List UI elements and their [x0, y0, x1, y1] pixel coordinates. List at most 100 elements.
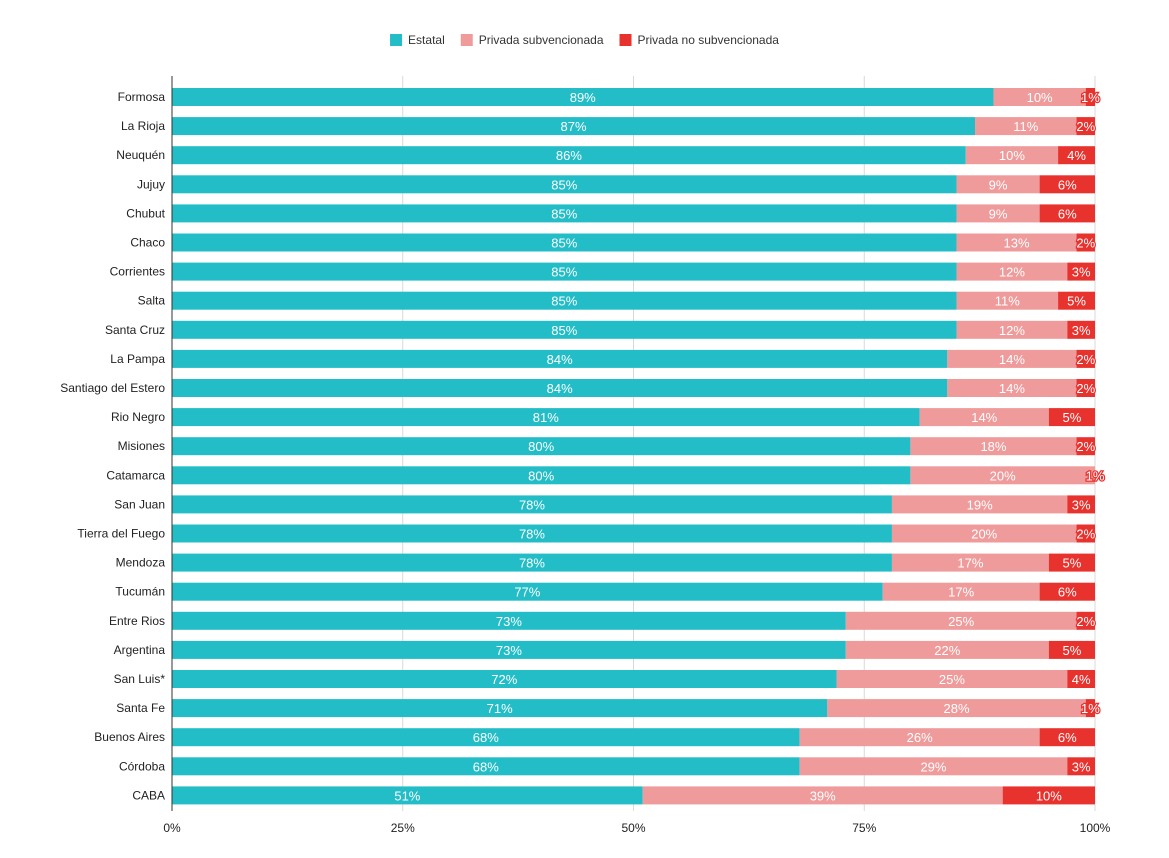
bar-row-salta: 85% 11% 5% — [172, 291, 1095, 310]
bar-segment-privada-no-subvencionada — [1076, 611, 1095, 630]
category-label-rio-negro: Rio Negro — [111, 410, 165, 424]
category-label-corrientes: Corrientes — [110, 265, 165, 279]
data-label-estatal: 68% — [473, 730, 499, 745]
data-label-privada-subvencionada: 22% — [934, 643, 960, 658]
bar-segment-privada-subvencionada — [956, 262, 1068, 281]
bar-row-la-pampa: 84% 14% 2% — [172, 349, 1097, 368]
bar-row-catamarca: 80% 20% 1% — [172, 466, 1106, 485]
bar-segment-estatal — [172, 291, 957, 310]
data-label-estatal: 68% — [473, 759, 499, 774]
data-label-estatal: 78% — [519, 527, 545, 542]
data-label-estatal: 85% — [551, 177, 577, 192]
bar-segment-privada-no-subvencionada — [1076, 437, 1095, 456]
bar-row-buenos-aires: 68% 26% 6% — [172, 728, 1095, 747]
data-label-privada-subvencionada: 29% — [920, 759, 946, 774]
bar-segment-estatal — [172, 495, 892, 514]
data-label-privada-subvencionada: 17% — [948, 585, 974, 600]
bar-row-santa-fe: 71% 28% 1% — [172, 699, 1101, 718]
data-label-privada-subvencionada: 10% — [1027, 90, 1053, 105]
data-label-privada-subvencionada: 39% — [810, 788, 836, 803]
category-label-santa-fe: Santa Fe — [116, 701, 165, 715]
data-label-privada-no-subvencionada: 6% — [1058, 585, 1077, 600]
data-label-estatal: 81% — [533, 410, 559, 425]
bar-segment-privada-subvencionada — [975, 117, 1077, 136]
bar-segment-estatal — [172, 175, 957, 194]
data-label-estatal: 85% — [551, 294, 577, 309]
bar-segment-estatal — [172, 786, 643, 805]
bar-segment-privada-subvencionada — [836, 670, 1068, 688]
data-label-privada-subvencionada: 17% — [957, 556, 983, 571]
bar-segment-privada-no-subvencionada — [1067, 495, 1095, 514]
bar-row-san-juan: 78% 19% 3% — [172, 495, 1095, 514]
data-label-privada-no-subvencionada: 1% — [1086, 468, 1105, 483]
category-label-salta: Salta — [138, 294, 166, 308]
bar-segment-estatal — [172, 524, 892, 543]
data-label-privada-subvencionada: 20% — [990, 468, 1016, 483]
data-label-privada-subvencionada: 25% — [939, 672, 965, 687]
bar-segment-estatal — [172, 582, 883, 601]
data-label-estatal: 84% — [547, 352, 573, 367]
bar-segment-estatal — [172, 349, 948, 368]
bar-segment-privada-no-subvencionada — [1039, 582, 1095, 601]
bar-segment-privada-subvencionada — [956, 233, 1077, 252]
data-label-privada-subvencionada: 26% — [907, 730, 933, 745]
bar-segment-privada-no-subvencionada — [1039, 204, 1095, 223]
bar-row-santa-cruz: 85% 12% 3% — [172, 320, 1095, 339]
bar-row-corrientes: 85% 12% 3% — [172, 262, 1095, 281]
bar-row-neuquen: 86% 10% 4% — [172, 146, 1095, 165]
bar-segment-privada-no-subvencionada — [1048, 408, 1095, 427]
data-label-privada-subvencionada: 9% — [989, 206, 1008, 221]
data-label-estatal: 72% — [491, 672, 517, 687]
bar-segment-privada-subvencionada — [891, 495, 1068, 514]
data-label-privada-subvencionada: 13% — [1004, 236, 1030, 251]
category-label-cordoba: Córdoba — [119, 759, 165, 773]
data-label-estatal: 85% — [551, 265, 577, 280]
legend-item-privada-no-subvencionada: Privada no subvencionada — [619, 33, 779, 47]
data-label-privada-subvencionada: 19% — [967, 497, 993, 512]
category-label-entre-rios: Entre Rios — [109, 614, 165, 628]
bar-segment-privada-no-subvencionada — [1076, 524, 1095, 543]
data-label-privada-subvencionada: 12% — [999, 265, 1025, 280]
legend: Estatal Privada subvencionada Privada no s… — [390, 33, 779, 47]
legend-swatch — [460, 34, 473, 46]
bar-segment-privada-subvencionada — [891, 553, 1049, 572]
data-label-privada-no-subvencionada: 1% — [1081, 90, 1100, 105]
bar-row-entre-rios: 73% 25% 2% — [172, 611, 1097, 630]
bar-segment-privada-subvencionada — [919, 408, 1049, 427]
bar-row-cordoba: 68% 29% 3% — [172, 757, 1095, 776]
bar-segment-estatal — [172, 146, 966, 165]
bar-segment-privada-subvencionada — [947, 349, 1077, 368]
bar-segment-estatal — [172, 670, 837, 688]
x-tick-label: 75% — [852, 821, 876, 835]
legend-label: Estatal — [408, 33, 445, 47]
data-label-estatal: 85% — [551, 323, 577, 338]
data-label-privada-no-subvencionada: 3% — [1072, 497, 1091, 512]
bar-segment-privada-subvencionada — [845, 640, 1049, 659]
data-label-privada-subvencionada: 9% — [989, 177, 1008, 192]
bar-segment-privada-no-subvencionada — [1039, 728, 1095, 747]
bar-segment-privada-subvencionada — [993, 88, 1086, 106]
bar-segment-privada-no-subvencionada — [1048, 640, 1095, 659]
bar-segment-estatal — [172, 611, 846, 630]
bar-row-chaco: 85% 13% 2% — [172, 233, 1097, 252]
bar-row-mendoza: 78% 17% 5% — [172, 553, 1095, 572]
bar-segment-privada-no-subvencionada — [1067, 757, 1095, 776]
bar-segment-privada-subvencionada — [882, 582, 1040, 601]
data-label-estatal: 85% — [551, 236, 577, 251]
bar-segment-estatal — [172, 379, 948, 397]
legend-swatch — [619, 34, 632, 46]
bar-row-argentina: 73% 22% 5% — [172, 640, 1095, 659]
x-tick-label: 25% — [391, 821, 415, 835]
data-label-estatal: 77% — [514, 585, 540, 600]
bar-segment-privada-subvencionada — [827, 699, 1086, 718]
data-label-privada-no-subvencionada: 5% — [1063, 410, 1082, 425]
bar-segment-privada-no-subvencionada — [1058, 291, 1095, 310]
category-labels: Formosa La Rioja Neuquén Jujuy Chubut Chaco Co… — [60, 90, 165, 802]
data-label-privada-no-subvencionada: 2% — [1076, 119, 1095, 134]
bar-segment-estatal — [172, 699, 828, 718]
bar-segment-privada-no-subvencionada — [1076, 349, 1095, 368]
bar-segment-privada-subvencionada — [947, 379, 1077, 397]
data-label-privada-no-subvencionada: 2% — [1076, 439, 1095, 454]
x-axis-ticks: 0% 25% 50% 75% 100% — [163, 821, 1110, 835]
legend-swatch — [390, 34, 403, 46]
